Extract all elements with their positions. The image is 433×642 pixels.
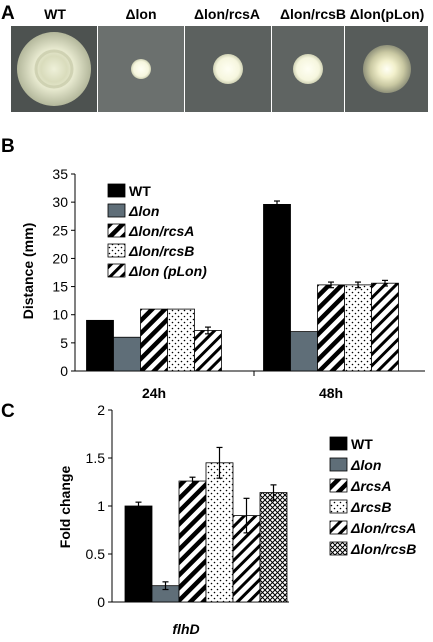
c-y-tick-label: 1.5 <box>86 450 106 466</box>
b-error-bar-lon-rcsb-48h <box>355 281 361 289</box>
c-y-axis-label: Fold change <box>57 466 73 549</box>
b-bar-lon-rcsb-48h <box>344 284 372 372</box>
c-error-bar-rcsb <box>216 446 223 479</box>
c-legend-swatch-rcsa <box>329 478 348 493</box>
plate-lon <box>98 26 184 112</box>
strain-label-wt: WT <box>44 6 66 22</box>
panel-b-letter: B <box>1 136 15 157</box>
strain-label-lon-plon: Δlon(pLon) <box>350 6 425 22</box>
c-y-tick-label: 1 <box>97 498 105 514</box>
c-legend-label-rcsb: ΔrcsB <box>350 499 392 515</box>
c-legend-label-lon: Δlon <box>350 457 381 473</box>
b-y-tick-label: 10 <box>52 307 68 323</box>
b-y-tick-label: 15 <box>52 279 68 295</box>
b-y-tick-label: 5 <box>60 335 68 351</box>
b-legend-swatch-wt <box>107 183 126 198</box>
c-error-bar-rcsa <box>189 476 196 486</box>
c-y-tick-label: 0 <box>97 594 105 610</box>
plate-lon-plon <box>345 26 428 112</box>
panel-a-letter: A <box>1 3 15 24</box>
c-error-bar-wt <box>135 501 142 511</box>
panel-c-letter: C <box>1 401 15 422</box>
c-legend-label-wt: WT <box>351 436 373 452</box>
b-legend-swatch-lon-plon <box>107 263 126 278</box>
plate-lon-rcsb <box>272 26 344 112</box>
c-legend-label-rcsa: ΔrcsA <box>350 478 392 494</box>
legend-c: WT Δlon ΔrcsA ΔrcsB Δlon/rcsA Δlon/rcsB <box>329 436 416 557</box>
chart-c: 0 0.5 1 1.5 2 <box>86 402 289 610</box>
strain-label-lon-rcsb: Δlon/rcsB <box>280 6 346 22</box>
c-bar-lon-rcsb <box>259 492 288 603</box>
b-y-tick-label: 25 <box>52 222 68 238</box>
b-bar-lon-plon-24h <box>194 330 222 372</box>
c-legend-swatch-lon-rcsb <box>329 541 348 556</box>
c-bar-rcsb <box>205 462 234 603</box>
plate-lon-rcsa <box>185 26 271 112</box>
strain-label-lon: Δlon <box>125 6 156 22</box>
b-legend-label-lon-plon: Δlon (pLon) <box>128 263 207 279</box>
b-bar-lon-rcsb-24h <box>167 308 195 372</box>
b-error-bar-lon-plon-48h <box>382 279 388 287</box>
b-category-label-24h: 24h <box>142 385 166 401</box>
b-bar-lon-rcsa-48h <box>317 284 345 372</box>
b-bar-lon-plon-48h <box>371 282 399 372</box>
b-bar-lon-rcsa-24h <box>140 308 168 372</box>
panel-a: A WT Δlon Δlon/rcsA Δlon/rcsB Δlon(pLon) <box>1 3 428 112</box>
chart-b: 0 5 10 15 20 25 30 35 24h 48h WT Δlon Δlon/rcsA Δlon/… <box>52 166 425 401</box>
panel-b: B Distance (mm) 0 5 10 15 20 25 30 35 24h 48h WT Δl… <box>1 136 425 401</box>
b-legend-swatch-lon-rcsa <box>107 223 126 238</box>
b-bar-wt-48h <box>263 203 291 372</box>
panel-c: C Fold change flhD 0 0.5 1 1.5 2 WT Δlon ΔrcsA… <box>1 401 416 637</box>
b-category-label-48h: 48h <box>319 385 343 401</box>
b-y-tick-label: 20 <box>52 250 68 266</box>
b-legend-label-wt: WT <box>129 183 151 199</box>
c-error-bar-lon <box>162 581 169 591</box>
plate-wt <box>11 26 97 112</box>
b-y-tick-label: 35 <box>52 166 68 182</box>
b-bar-lon-48h <box>290 331 318 372</box>
b-bar-lon-24h <box>113 336 141 372</box>
b-legend-swatch-lon <box>107 203 126 218</box>
plate-images <box>11 26 428 112</box>
c-legend-label-lon-rcsa: Δlon/rcsA <box>350 520 416 536</box>
c-bar-rcsa <box>178 480 207 603</box>
c-bar-wt <box>124 505 153 603</box>
strain-label-lon-rcsa: Δlon/rcsA <box>194 6 260 22</box>
b-error-bar-lon-plon-24h <box>205 326 211 335</box>
b-y-axis-label: Distance (mm) <box>20 223 36 319</box>
strain-labels: WT Δlon Δlon/rcsA Δlon/rcsB Δlon(pLon) <box>44 6 424 22</box>
b-y-tick-label: 0 <box>60 363 68 379</box>
b-legend-label-lon: Δlon <box>128 203 159 219</box>
c-legend-label-lon-rcsb: Δlon/rcsB <box>350 541 416 557</box>
c-legend-swatch-wt <box>329 436 348 451</box>
b-legend-label-lon-rcsb: Δlon/rcsB <box>128 243 194 259</box>
b-legend-label-lon-rcsa: Δlon/rcsA <box>128 223 194 239</box>
b-error-bar-lon-rcsa-48h <box>328 281 334 289</box>
b-legend-swatch-lon-rcsb <box>107 243 126 258</box>
c-legend-swatch-rcsb <box>329 499 348 514</box>
b-legend: WT Δlon Δlon/rcsA Δlon/rcsB Δlon (pLon) <box>107 183 207 279</box>
b-error-bar-wt-48h <box>274 200 280 209</box>
b-bar-wt-24h <box>86 319 114 372</box>
c-legend-swatch-lon-rcsa <box>329 520 348 535</box>
c-x-axis-label: flhD <box>172 621 199 637</box>
c-error-bar-lon-rcsb <box>270 484 277 501</box>
c-y-tick-label: 0.5 <box>86 546 106 562</box>
c-legend-swatch-lon <box>329 457 348 472</box>
c-y-tick-label: 2 <box>97 402 105 418</box>
c-error-bar-lon-rcsa <box>243 497 250 534</box>
b-y-tick-label: 30 <box>52 194 68 210</box>
